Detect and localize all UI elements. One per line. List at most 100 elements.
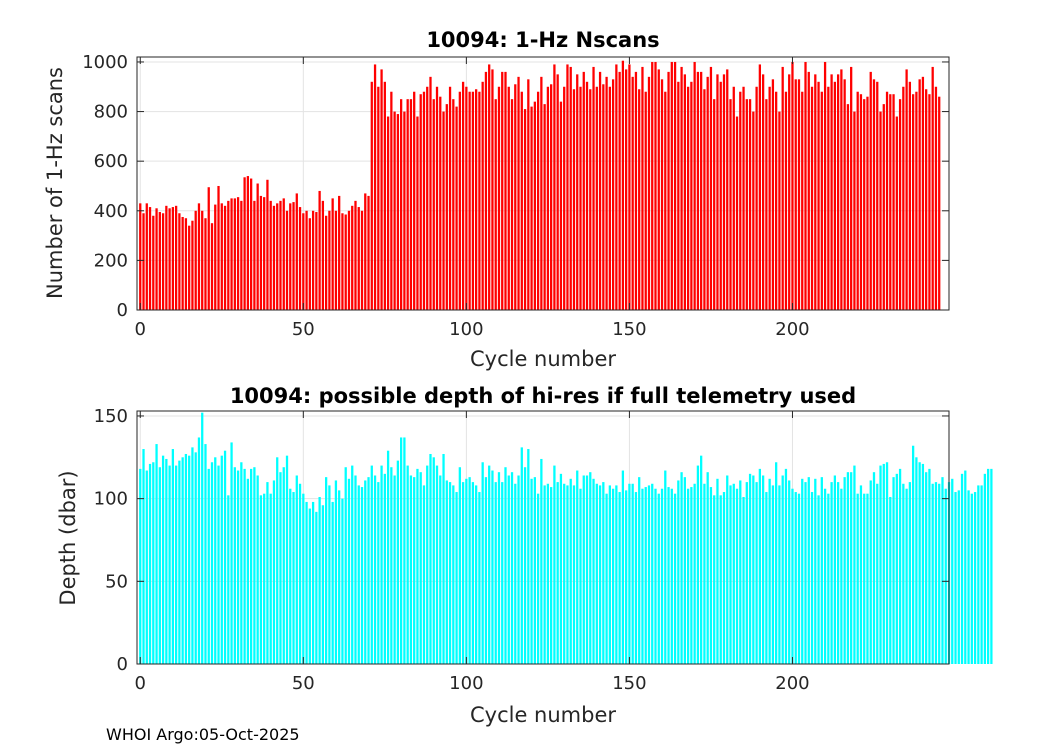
depth-bar [174, 465, 178, 664]
nscans-bar [217, 185, 220, 310]
depth-bar [347, 478, 351, 664]
nscans-bar [442, 111, 445, 310]
depth-ytick-label: 0 [117, 654, 128, 675]
nscans-bar [338, 195, 341, 310]
nscans-bar [488, 64, 491, 310]
depth-bar [240, 462, 243, 664]
nscans-bar [771, 79, 775, 310]
depth-bar [497, 472, 501, 664]
depth-bar [709, 487, 713, 664]
nscans-bar [885, 91, 889, 310]
depth-bar [889, 496, 892, 664]
nscans-bar [347, 210, 351, 310]
depth-bar [866, 493, 869, 664]
nscans-bar [706, 76, 709, 310]
depth-bar [285, 455, 289, 664]
depth-bar [292, 492, 295, 664]
nscans-bar [289, 203, 292, 310]
nscans-bar [181, 216, 184, 310]
nscans-bar [908, 81, 912, 310]
depth-bar [898, 468, 902, 664]
nscans-bar [161, 213, 165, 310]
depth-bar [713, 495, 716, 664]
depth-bar [980, 485, 983, 664]
depth-bar [726, 475, 729, 664]
depth-bar [197, 437, 201, 664]
depth-bar [383, 473, 386, 664]
nscans-xtick-label: 150 [612, 319, 646, 340]
nscans-bar [664, 91, 667, 310]
nscans-bar [735, 116, 739, 310]
nscans-bar [856, 91, 859, 310]
depth-bar [853, 465, 856, 664]
chart-depth: 0 50 100 150 200 0 50 100 150 10094: possible dep… [56, 384, 993, 727]
depth-bar [194, 452, 197, 664]
nscans-bar [768, 86, 771, 310]
nscans-bar [334, 210, 338, 310]
nscans-bar [631, 76, 634, 310]
depth-bar [458, 467, 461, 664]
depth-bar [155, 444, 158, 664]
nscans-bar [367, 195, 370, 310]
depth-bar [481, 462, 484, 664]
depth-bar [556, 482, 559, 664]
nscans-bar [745, 99, 748, 310]
nscans-bar [670, 61, 673, 311]
depth-bar [377, 482, 380, 664]
nscans-bar [390, 91, 393, 310]
nscans-bar [426, 86, 429, 310]
nscans-bar [533, 101, 536, 311]
depth-bar [928, 468, 931, 664]
depth-bar [448, 482, 452, 664]
nscans-plot-area [137, 57, 949, 310]
depth-bar [507, 475, 510, 664]
nscans-bar [458, 91, 461, 310]
nscans-bar [543, 104, 546, 310]
depth-bar [475, 485, 478, 664]
depth-bar [553, 465, 556, 664]
nscans-bar [641, 66, 644, 310]
depth-bar [722, 492, 726, 664]
nscans-bar [673, 61, 677, 311]
nscans-bar [729, 99, 732, 310]
nscans-bar [563, 86, 566, 310]
nscans-bar [918, 79, 921, 310]
nscans-bar [748, 99, 752, 310]
nscans-bar [403, 111, 406, 310]
nscans-bar [315, 212, 318, 310]
nscans-bar [905, 69, 908, 311]
depth-bar [171, 449, 175, 664]
depth-bar [439, 475, 442, 664]
nscans-bar [266, 179, 269, 310]
depth-bar [742, 496, 745, 664]
depth-bar [621, 470, 625, 664]
depth-bar [478, 492, 481, 664]
nscans-bar [416, 116, 419, 310]
nscans-bar [298, 207, 302, 310]
nscans-ytick-label: 600 [94, 151, 128, 172]
depth-bar [207, 468, 210, 664]
depth-bar [576, 470, 579, 664]
nscans-bar [354, 200, 357, 310]
depth-bar [471, 482, 475, 664]
depth-bar [680, 472, 683, 664]
depth-bar [227, 495, 230, 664]
depth-bar [582, 475, 585, 664]
nscans-bar [504, 71, 507, 310]
nscans-bar [227, 200, 230, 310]
depth-bar [308, 508, 311, 664]
depth-bar [983, 473, 987, 664]
nscans-bar [139, 203, 142, 310]
depth-bar [501, 482, 504, 664]
depth-bar [791, 488, 794, 664]
nscans-bar [850, 66, 853, 310]
depth-bar [161, 455, 165, 664]
depth-bar [856, 493, 859, 664]
nscans-bar [468, 91, 471, 310]
depth-bar [364, 480, 367, 664]
nscans-bar [618, 71, 621, 310]
nscans-bar [742, 86, 745, 310]
nscans-bar [197, 203, 201, 310]
